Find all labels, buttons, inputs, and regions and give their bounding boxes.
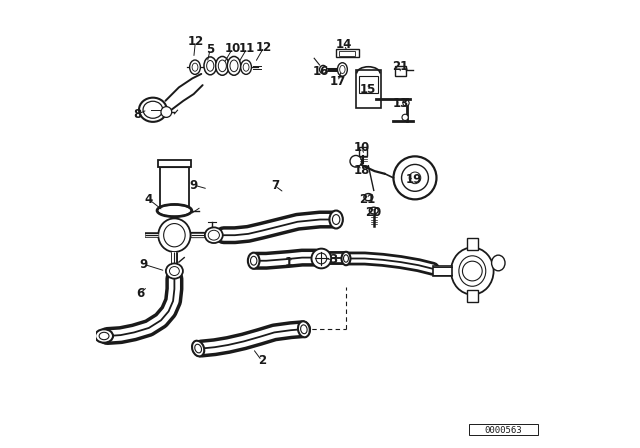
Text: 18: 18 [353,164,370,177]
Bar [339,51,355,56]
Ellipse shape [248,253,260,269]
Text: 12: 12 [188,34,204,48]
Ellipse shape [301,325,307,334]
Ellipse shape [451,247,493,295]
Ellipse shape [344,255,348,262]
Text: 5: 5 [206,43,214,56]
Bar [467,290,478,302]
Ellipse shape [243,63,249,71]
Ellipse shape [195,344,202,353]
Ellipse shape [143,101,163,118]
Ellipse shape [192,63,198,71]
Ellipse shape [298,321,310,337]
Bar [356,70,381,108]
Ellipse shape [216,56,229,75]
Ellipse shape [241,60,252,74]
Ellipse shape [205,228,223,243]
Ellipse shape [337,63,348,76]
Ellipse shape [459,256,486,286]
Ellipse shape [164,224,185,247]
Circle shape [402,114,408,121]
Text: 8: 8 [134,108,142,121]
Text: 14: 14 [336,38,353,52]
Text: 1: 1 [285,255,292,269]
Circle shape [161,107,172,117]
Circle shape [409,172,421,184]
Text: 9: 9 [140,258,148,271]
Ellipse shape [332,215,340,224]
Bar [433,266,452,276]
Text: 10: 10 [225,42,241,55]
Text: 21: 21 [359,193,375,206]
Bar [395,66,406,76]
Ellipse shape [369,207,378,214]
Ellipse shape [340,65,345,73]
Bar [467,238,478,250]
Circle shape [463,261,482,281]
Text: 10: 10 [353,141,370,155]
Circle shape [401,164,428,191]
Ellipse shape [364,194,373,201]
Ellipse shape [492,255,505,271]
Ellipse shape [157,205,191,216]
Ellipse shape [208,230,220,240]
Text: 3: 3 [330,253,337,267]
Text: 15: 15 [360,83,376,96]
Text: 7: 7 [271,179,279,193]
Ellipse shape [250,256,257,265]
Ellipse shape [139,98,167,122]
Ellipse shape [319,65,326,73]
Bar [159,164,189,211]
Bar [158,160,191,167]
Ellipse shape [218,60,227,72]
Text: 12: 12 [256,40,272,54]
Ellipse shape [166,263,183,279]
Circle shape [394,156,436,199]
Text: 20: 20 [365,206,381,220]
Text: 11: 11 [239,42,255,55]
Bar [468,424,538,435]
Text: 21: 21 [392,60,409,73]
Text: 13: 13 [392,97,409,111]
Text: 0000563: 0000563 [485,426,522,435]
Ellipse shape [204,57,216,75]
Ellipse shape [158,218,191,252]
Circle shape [316,253,326,264]
Ellipse shape [170,267,179,276]
Ellipse shape [227,56,241,75]
Circle shape [312,249,332,268]
Text: 9: 9 [189,178,198,192]
Circle shape [403,100,409,106]
Bar [358,76,378,93]
Ellipse shape [207,60,214,71]
Bar [336,49,358,57]
Ellipse shape [99,332,109,340]
Ellipse shape [95,329,113,343]
Text: 4: 4 [145,193,153,206]
Bar [360,147,367,156]
Text: 19: 19 [406,172,422,186]
Ellipse shape [189,60,200,74]
Ellipse shape [330,211,343,228]
Circle shape [350,155,362,167]
Text: 16: 16 [313,65,329,78]
Text: 6: 6 [136,287,144,300]
Ellipse shape [192,341,204,356]
Text: 17: 17 [330,75,346,88]
Ellipse shape [230,60,238,72]
Ellipse shape [342,252,351,265]
Text: 2: 2 [258,354,266,367]
